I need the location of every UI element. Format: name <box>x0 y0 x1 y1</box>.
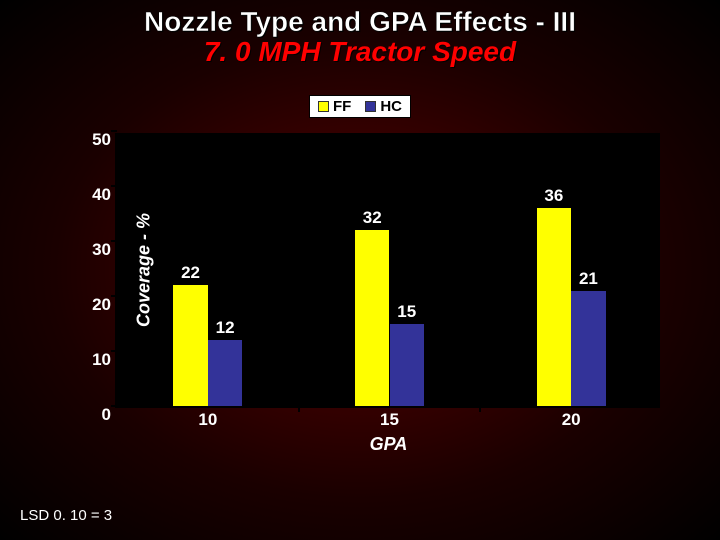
footnote-lsd: LSD 0. 10 = 3 <box>20 507 112 524</box>
x-tick-mark <box>298 406 300 412</box>
y-tick-label: 10 <box>92 350 111 370</box>
x-tick-mark <box>479 406 481 412</box>
bar-value-label: 32 <box>363 208 382 228</box>
title-line-1: Nozzle Type and GPA Effects - III <box>0 0 720 38</box>
y-tick-mark <box>111 405 117 407</box>
y-tick-mark <box>111 295 117 297</box>
y-tick-mark <box>111 240 117 242</box>
legend: FF HC <box>309 95 411 118</box>
y-tick-label: 40 <box>92 185 111 205</box>
x-axis-label: GPA <box>370 434 408 455</box>
legend-item-hc: HC <box>365 98 402 115</box>
bar-ff-15: 32 <box>355 230 390 406</box>
legend-label: HC <box>380 98 402 115</box>
y-axis-label: Coverage - % <box>134 212 155 326</box>
bar-ff-10: 22 <box>173 285 208 406</box>
bar-ff-20: 36 <box>537 208 572 406</box>
title-line-2: 7. 0 MPH Tractor Speed <box>0 36 720 68</box>
legend-swatch <box>318 101 329 112</box>
bar-value-label: 15 <box>397 302 416 322</box>
bar-hc-20: 21 <box>571 291 606 407</box>
x-tick-label: 20 <box>562 410 581 430</box>
y-tick-label: 50 <box>92 130 111 150</box>
y-tick-label: 20 <box>92 295 111 315</box>
y-tick-mark <box>111 130 117 132</box>
plot-area: Coverage - % GPA 01020304050102212153215… <box>115 133 660 408</box>
bar-value-label: 22 <box>181 263 200 283</box>
bar-value-label: 36 <box>544 186 563 206</box>
chart-container: FFHC Coverage - % GPA 010203040501022121… <box>60 95 660 475</box>
legend-swatch <box>365 101 376 112</box>
bar-value-label: 21 <box>579 269 598 289</box>
bar-value-label: 12 <box>216 318 235 338</box>
x-tick-label: 10 <box>198 410 217 430</box>
bar-hc-15: 15 <box>390 324 425 407</box>
legend-item-ff: FF <box>318 98 351 115</box>
y-tick-mark <box>111 350 117 352</box>
y-tick-label: 0 <box>102 405 111 425</box>
legend-label: FF <box>333 98 351 115</box>
bar-hc-10: 12 <box>208 340 243 406</box>
y-tick-mark <box>111 185 117 187</box>
y-tick-label: 30 <box>92 240 111 260</box>
x-tick-label: 15 <box>380 410 399 430</box>
